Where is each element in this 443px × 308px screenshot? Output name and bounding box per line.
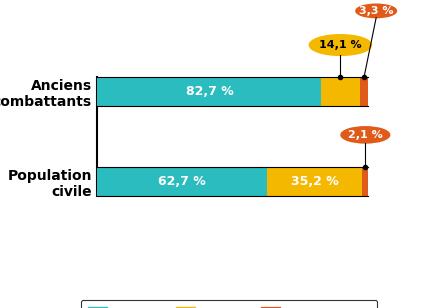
Text: 3,3 %: 3,3 % [359, 6, 393, 16]
Circle shape [341, 127, 390, 143]
Bar [362, 167, 368, 196]
Bar [321, 77, 360, 106]
Circle shape [356, 4, 396, 18]
Bar [97, 77, 321, 106]
Text: 82,7 %: 82,7 % [186, 85, 233, 98]
Text: 35,2 %: 35,2 % [291, 175, 339, 188]
Bar [360, 77, 369, 106]
Bar [267, 167, 362, 196]
Text: 14,1 %: 14,1 % [319, 40, 362, 50]
Bar [97, 167, 267, 196]
Text: 62,7 %: 62,7 % [159, 175, 206, 188]
Circle shape [309, 35, 372, 55]
Text: 2,1 %: 2,1 % [348, 130, 383, 140]
Legend: Homme, Femme, Genre divers: Homme, Femme, Genre divers [81, 300, 377, 308]
